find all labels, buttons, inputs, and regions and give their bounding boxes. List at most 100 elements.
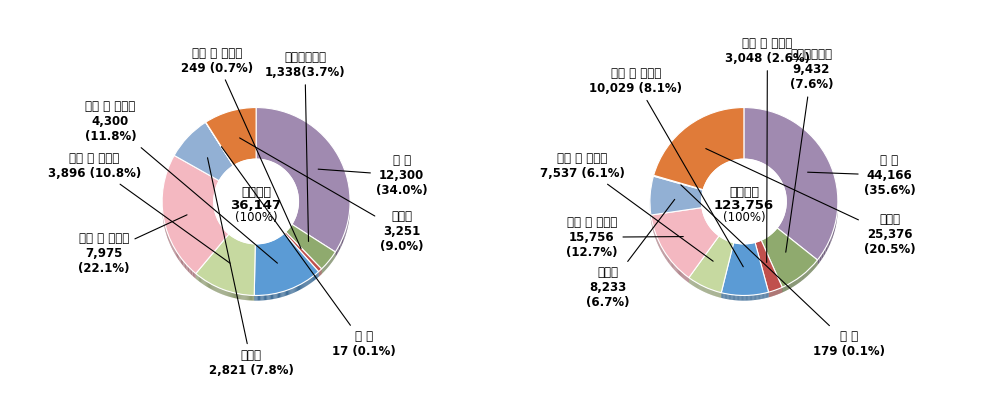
Polygon shape: [192, 271, 194, 277]
Text: 교육서비스업
1,338(3.7%): 교육서비스업 1,338(3.7%): [265, 51, 345, 241]
Wedge shape: [174, 122, 233, 181]
Wedge shape: [206, 108, 256, 166]
Polygon shape: [230, 292, 231, 297]
Polygon shape: [250, 295, 251, 301]
Polygon shape: [280, 292, 281, 297]
Polygon shape: [817, 257, 820, 265]
Polygon shape: [343, 234, 344, 242]
Text: 운수 및 창고업
3,896 (10.8%): 운수 및 창고업 3,896 (10.8%): [48, 152, 230, 263]
Polygon shape: [189, 268, 191, 274]
Polygon shape: [833, 229, 834, 237]
Polygon shape: [296, 286, 297, 292]
Polygon shape: [293, 288, 294, 293]
Polygon shape: [266, 295, 267, 300]
Polygon shape: [176, 250, 177, 257]
Polygon shape: [232, 292, 233, 298]
Polygon shape: [177, 252, 178, 259]
Polygon shape: [221, 289, 222, 294]
Polygon shape: [687, 276, 688, 282]
Polygon shape: [824, 248, 825, 256]
Polygon shape: [302, 283, 303, 289]
Wedge shape: [256, 108, 350, 252]
Polygon shape: [240, 294, 241, 299]
Polygon shape: [257, 295, 258, 301]
Wedge shape: [689, 236, 734, 293]
Polygon shape: [294, 287, 295, 293]
Polygon shape: [255, 295, 257, 301]
Polygon shape: [295, 287, 296, 292]
Polygon shape: [832, 232, 833, 241]
Polygon shape: [253, 295, 254, 301]
Polygon shape: [270, 294, 271, 300]
Polygon shape: [181, 258, 182, 264]
Polygon shape: [271, 294, 272, 299]
Wedge shape: [162, 156, 229, 274]
Polygon shape: [178, 254, 179, 261]
Polygon shape: [248, 295, 249, 300]
Text: 36,147: 36,147: [231, 199, 282, 212]
Text: 총사업체: 총사업체: [241, 186, 271, 199]
Wedge shape: [744, 108, 838, 260]
Polygon shape: [174, 246, 175, 253]
Polygon shape: [264, 295, 265, 300]
Polygon shape: [258, 295, 259, 301]
Polygon shape: [304, 282, 305, 287]
Wedge shape: [286, 224, 335, 269]
Text: 광 업
17 (0.1%): 광 업 17 (0.1%): [221, 147, 396, 358]
Wedge shape: [650, 176, 703, 215]
Polygon shape: [291, 288, 293, 294]
Polygon shape: [251, 295, 252, 301]
Polygon shape: [829, 239, 830, 247]
Text: 제조업
3,251
(9.0%): 제조업 3,251 (9.0%): [240, 138, 423, 253]
Polygon shape: [288, 289, 289, 295]
Polygon shape: [268, 295, 270, 300]
Polygon shape: [229, 291, 230, 297]
Polygon shape: [225, 290, 226, 295]
Polygon shape: [301, 283, 302, 289]
Polygon shape: [306, 280, 307, 286]
Polygon shape: [335, 249, 337, 257]
Text: 광 업
179 (0.1%): 광 업 179 (0.1%): [681, 185, 885, 358]
Polygon shape: [188, 266, 189, 273]
Polygon shape: [276, 293, 277, 299]
Polygon shape: [249, 295, 250, 300]
Wedge shape: [284, 232, 322, 272]
Circle shape: [214, 159, 298, 244]
Polygon shape: [238, 294, 239, 299]
Polygon shape: [297, 286, 298, 291]
Polygon shape: [260, 295, 261, 301]
Polygon shape: [222, 289, 223, 295]
Polygon shape: [279, 292, 280, 298]
Text: 기 타
12,300
(34.0%): 기 타 12,300 (34.0%): [318, 154, 428, 197]
Text: 기 타
44,166
(35.6%): 기 타 44,166 (35.6%): [808, 154, 915, 197]
Polygon shape: [278, 293, 279, 298]
Polygon shape: [246, 295, 247, 300]
Polygon shape: [277, 293, 278, 298]
Polygon shape: [273, 294, 274, 299]
Polygon shape: [686, 275, 687, 281]
Polygon shape: [344, 231, 345, 239]
Polygon shape: [290, 289, 291, 294]
Text: 123,756: 123,756: [714, 199, 774, 212]
Polygon shape: [183, 261, 185, 268]
Wedge shape: [761, 228, 817, 287]
Wedge shape: [654, 108, 744, 190]
Circle shape: [702, 159, 786, 244]
Wedge shape: [651, 208, 719, 278]
Wedge shape: [721, 242, 769, 295]
Polygon shape: [243, 295, 245, 300]
Polygon shape: [236, 293, 237, 299]
Polygon shape: [282, 291, 284, 297]
Text: (100%): (100%): [235, 211, 277, 224]
Polygon shape: [286, 290, 287, 296]
Text: 제조업
25,376
(20.5%): 제조업 25,376 (20.5%): [706, 149, 915, 256]
Polygon shape: [252, 295, 253, 301]
Text: 운수 및 창고업
7,537 (6.1%): 운수 및 창고업 7,537 (6.1%): [540, 152, 713, 261]
Text: 건설업
8,233
(6.7%): 건설업 8,233 (6.7%): [586, 199, 675, 310]
Polygon shape: [339, 243, 340, 251]
Polygon shape: [175, 248, 176, 256]
Polygon shape: [830, 235, 832, 244]
Polygon shape: [820, 254, 822, 262]
Polygon shape: [272, 294, 273, 299]
Polygon shape: [182, 259, 183, 266]
